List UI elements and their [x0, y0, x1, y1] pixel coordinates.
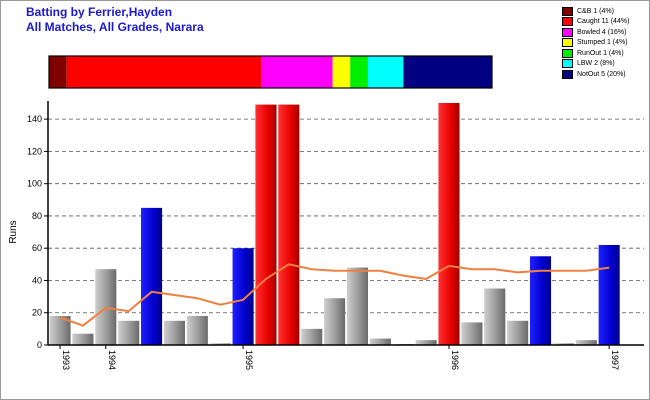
- dismissal-segment: [332, 56, 351, 88]
- legend-label: Caught 11 (44%): [577, 18, 630, 25]
- legend: C&B 1 (4%) Caught 11 (44%) Bowled 4 (16%) S…: [562, 6, 648, 80]
- bar: [301, 328, 323, 345]
- legend-swatch: [562, 48, 573, 58]
- dismissal-segment: [49, 56, 67, 88]
- average-line-group: [59, 263, 610, 327]
- legend-swatch: [562, 59, 573, 68]
- dismissal-segment: [367, 56, 404, 88]
- legend-label: Stumped 1 (4%): [577, 39, 628, 46]
- bar: [232, 248, 254, 345]
- legend-label: NotOut 5 (20%): [577, 70, 626, 78]
- bars: [49, 103, 620, 345]
- legend-item: Caught 11 (44%): [562, 17, 648, 27]
- bar: [369, 338, 391, 345]
- x-tick-label: 1996: [450, 350, 460, 370]
- dismissal-stack-bar: [48, 55, 493, 89]
- legend-item: LBW 2 (8%): [562, 59, 648, 69]
- legend-swatch: [562, 38, 573, 47]
- dismissal-segment: [261, 56, 333, 88]
- legend-label: Bowled 4 (16%): [577, 28, 627, 36]
- average-line: [59, 263, 610, 327]
- x-tick-label: 1994: [107, 350, 117, 370]
- y-tick-label: 0: [37, 340, 42, 350]
- legend-swatch: [562, 17, 573, 26]
- bar: [484, 288, 506, 345]
- bar: [438, 103, 460, 345]
- dismissal-segment: [403, 56, 492, 88]
- legend-item: Bowled 4 (16%): [562, 27, 648, 37]
- x-tick-label: 1995: [244, 350, 254, 370]
- bar: [278, 104, 300, 345]
- bar: [575, 340, 597, 345]
- legend-swatch: [562, 6, 573, 16]
- gridlines: [48, 118, 644, 314]
- legend-item: RunOut 1 (4%): [562, 48, 648, 58]
- bar: [529, 256, 552, 345]
- x-tick-label: 1997: [610, 350, 620, 370]
- bar: [324, 298, 346, 345]
- y-tick-label: 20: [32, 308, 42, 318]
- y-tick-label: 40: [32, 275, 42, 285]
- y-tick-label: 80: [32, 211, 42, 221]
- legend-label: C&B 1 (4%): [577, 7, 614, 15]
- legend-item: C&B 1 (4%): [562, 6, 648, 16]
- legend-item: NotOut 5 (20%): [562, 69, 648, 79]
- dismissal-segment: [350, 56, 368, 88]
- bar: [209, 343, 231, 345]
- bar: [598, 244, 620, 345]
- bar: [507, 320, 529, 345]
- bar: [255, 104, 277, 345]
- bar: [141, 207, 163, 345]
- y-tick-label: 120: [27, 146, 42, 156]
- legend-swatch: [562, 27, 573, 37]
- y-tick-label: 60: [32, 243, 42, 253]
- bar: [72, 333, 94, 345]
- bar: [552, 343, 574, 345]
- bar: [415, 340, 437, 345]
- bar: [346, 267, 369, 345]
- legend-item: Stumped 1 (4%): [562, 38, 648, 48]
- axes: 0 20 40 60 80 100 120 140 1993 1994 1995 1996 1997: [27, 101, 644, 370]
- bar: [186, 315, 208, 345]
- bar: [118, 320, 140, 345]
- legend-label: LBW 2 (8%): [577, 60, 615, 67]
- chart-title: Batting by Ferrier,Hayden: [26, 5, 173, 19]
- y-tick-label: 100: [27, 179, 42, 189]
- bar: [49, 315, 71, 345]
- x-tick-label: 1993: [61, 350, 71, 370]
- legend-swatch: [562, 69, 573, 79]
- stack-bar-border: [48, 55, 493, 89]
- y-tick-label: 140: [27, 114, 42, 124]
- y-axis-label: Runs: [8, 220, 19, 243]
- legend-label: RunOut 1 (4%): [577, 49, 624, 57]
- chart-subtitle: All Matches, All Grades, Narara: [26, 20, 204, 34]
- dismissal-segment: [66, 56, 262, 88]
- bar: [461, 322, 483, 345]
- bar: [163, 320, 185, 345]
